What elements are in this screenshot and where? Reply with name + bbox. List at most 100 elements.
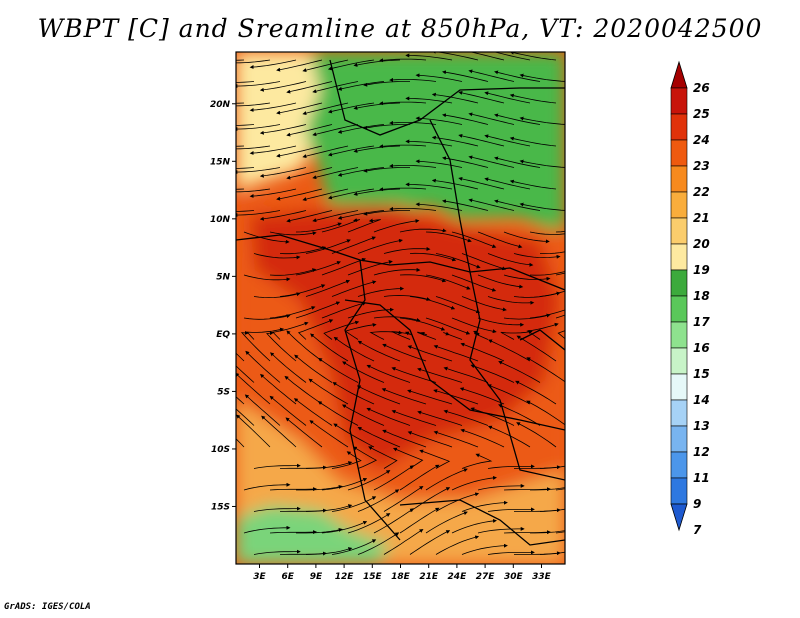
- streamline: [509, 136, 557, 147]
- streamline: [409, 252, 457, 262]
- colorbar-swatch: [670, 217, 688, 245]
- streamline: [279, 246, 327, 255]
- streamline: [415, 73, 463, 82]
- streamline: [399, 507, 440, 534]
- streamline: [566, 539, 608, 555]
- streamline: [451, 518, 497, 534]
- streamline: [236, 124, 281, 132]
- streamline: [443, 409, 489, 426]
- colorbar-label: 21: [693, 211, 710, 225]
- streamline: [530, 530, 565, 534]
- streamline: [509, 93, 557, 104]
- colorbar-swatch: [670, 425, 688, 453]
- colorbar-swatch: [670, 243, 688, 271]
- streamline: [433, 430, 479, 448]
- country-borders: [236, 59, 565, 546]
- streamline: [415, 159, 463, 168]
- lon-tick-label: 21E: [419, 572, 439, 582]
- streamline: [373, 465, 414, 491]
- streamline: [259, 124, 307, 135]
- streamline: [302, 145, 349, 159]
- streamline: [236, 81, 281, 89]
- streamline: [555, 488, 565, 491]
- streamline: [383, 486, 424, 512]
- streamline: [516, 335, 557, 362]
- streamline: [379, 101, 427, 106]
- colorbar-label: 12: [693, 445, 710, 459]
- streamline: [503, 313, 551, 320]
- streamline: [269, 306, 316, 319]
- lat-tick-label: 5N: [216, 272, 230, 282]
- streamline: [458, 90, 505, 104]
- colorbar-label: 11: [693, 471, 710, 485]
- streamline: [332, 382, 375, 405]
- colorbar-label: 17: [693, 315, 710, 329]
- streamline: [270, 352, 307, 383]
- streamline: [425, 317, 471, 335]
- streamline: [461, 543, 508, 555]
- streamline: [379, 144, 427, 149]
- streamline: [373, 508, 414, 534]
- streamline: [477, 483, 525, 491]
- streamline: [494, 70, 541, 82]
- streamline: [276, 145, 323, 158]
- streamline: [503, 530, 551, 535]
- streamline: [389, 163, 437, 168]
- streamline: [487, 550, 535, 555]
- streamline: [253, 253, 301, 260]
- streamline: [357, 489, 400, 512]
- streamline: [470, 407, 515, 426]
- lon-tick-label: 15E: [363, 572, 383, 582]
- streamline: [243, 314, 291, 320]
- streamline: [321, 218, 361, 233]
- colorbar-label: 15: [693, 367, 710, 381]
- streamline: [431, 135, 479, 147]
- streamline: [333, 336, 375, 362]
- lon-tick-label: 12E: [335, 572, 355, 582]
- colorbar-label: 22: [693, 185, 710, 199]
- streamline: [243, 525, 291, 534]
- streamline: [526, 400, 565, 426]
- colorbar-label: 23: [693, 159, 710, 173]
- streamline: [357, 340, 401, 362]
- streamline: [468, 198, 515, 211]
- streamline: [415, 116, 463, 125]
- streamline: [529, 231, 565, 235]
- streamline: [269, 487, 317, 492]
- streamline: [526, 357, 565, 383]
- streamline: [296, 527, 343, 534]
- streamline: [353, 188, 401, 196]
- colorbar-swatch: [670, 87, 688, 115]
- streamline: [347, 470, 391, 491]
- streamline: [477, 526, 525, 534]
- streamline: [312, 124, 359, 137]
- lat-tick-label: EQ: [216, 330, 230, 340]
- streamline: [409, 296, 456, 310]
- streamline: [443, 331, 463, 340]
- streamline: [363, 167, 410, 173]
- streamline: [236, 372, 271, 405]
- streamline: [458, 176, 505, 190]
- streamline: [526, 322, 559, 340]
- colorbar-swatch: [670, 139, 688, 167]
- streamline: [519, 159, 565, 168]
- streamline: [487, 296, 535, 305]
- colorbar-swatch: [670, 269, 688, 297]
- streamline: [435, 296, 481, 314]
- streamline: [555, 230, 565, 233]
- streamline: [529, 271, 565, 276]
- colorbar-label: 14: [693, 393, 710, 407]
- colorbar-top-arrow: [670, 60, 688, 89]
- streamline: [366, 364, 411, 383]
- streamline: [442, 70, 489, 82]
- streamline: [399, 464, 440, 491]
- streamline: [516, 422, 557, 448]
- streamline: [451, 274, 497, 292]
- streamline: [435, 535, 480, 555]
- colorbar-swatch: [670, 165, 688, 193]
- streamline: [539, 551, 565, 555]
- streamline: [353, 145, 401, 153]
- lon-tick-label: 6E: [281, 572, 294, 582]
- streamline: [305, 504, 353, 512]
- streamline: [246, 327, 284, 340]
